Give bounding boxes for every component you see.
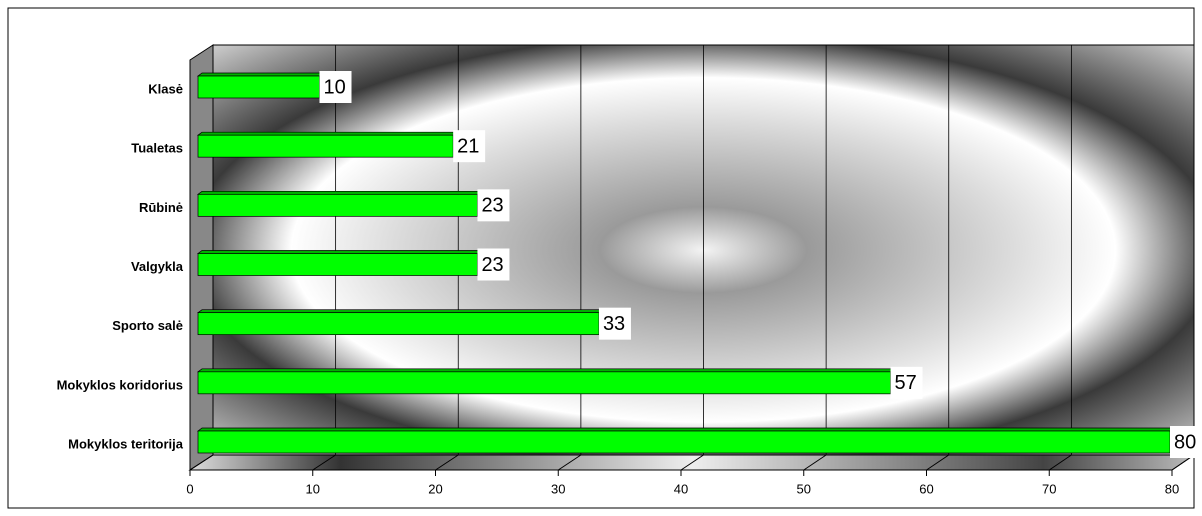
bar-top xyxy=(196,427,1176,432)
bar-top xyxy=(196,368,896,373)
bar-top xyxy=(196,190,483,195)
floor-tick xyxy=(803,454,827,471)
value-label: 23 xyxy=(481,195,503,217)
y-tick-label: Valgykla xyxy=(131,259,184,274)
floor-tick xyxy=(189,454,214,471)
value-label: 80 xyxy=(1174,431,1196,453)
y-tick-label: Rūbinė xyxy=(139,200,183,215)
floor-tick xyxy=(557,454,582,471)
x-tick-label: 30 xyxy=(551,481,565,496)
bar-top xyxy=(196,250,483,254)
bar xyxy=(197,134,454,158)
y-tick-label: Mokyklos teritorija xyxy=(68,436,184,451)
floor-tick xyxy=(312,454,336,471)
y-tick-label: Sporto salė xyxy=(112,318,183,333)
value-label-box xyxy=(477,248,510,281)
x-tick-label: 50 xyxy=(797,481,811,496)
value-label-box xyxy=(477,189,510,222)
value-label-box xyxy=(890,366,923,399)
bar xyxy=(197,75,320,99)
x-tick-label: 40 xyxy=(674,481,688,496)
bar xyxy=(197,430,1171,454)
bar-top xyxy=(196,309,605,314)
bar-top xyxy=(196,72,325,77)
value-label: 23 xyxy=(481,254,503,276)
value-label-box xyxy=(319,71,352,103)
bar-top xyxy=(196,131,459,136)
y-tick-label: Klasė xyxy=(148,81,183,96)
y-tick-label: Tualetas xyxy=(131,141,183,156)
floor-tick xyxy=(926,454,950,471)
x-tick-label: 60 xyxy=(919,481,933,496)
x-tick-label: 0 xyxy=(186,481,193,496)
value-label: 21 xyxy=(457,135,479,157)
value-label: 33 xyxy=(603,313,625,335)
bar xyxy=(197,312,600,336)
bar xyxy=(197,193,478,217)
value-label-box xyxy=(598,307,631,340)
x-tick-label: 10 xyxy=(306,481,320,496)
value-label-box xyxy=(1170,426,1202,458)
x-tick-label: 70 xyxy=(1042,481,1056,496)
floor-tick xyxy=(1048,454,1072,471)
bar xyxy=(197,253,478,276)
floor-tick xyxy=(680,454,704,471)
value-label: 10 xyxy=(324,76,346,98)
value-label-box xyxy=(453,130,486,163)
floor-tick xyxy=(435,454,459,471)
x-tick-label: 80 xyxy=(1165,481,1179,496)
value-label: 57 xyxy=(895,372,917,394)
y-tick-label: Mokyklos koridorius xyxy=(57,377,183,392)
x-tick-label: 20 xyxy=(428,481,442,496)
bar xyxy=(197,371,891,395)
